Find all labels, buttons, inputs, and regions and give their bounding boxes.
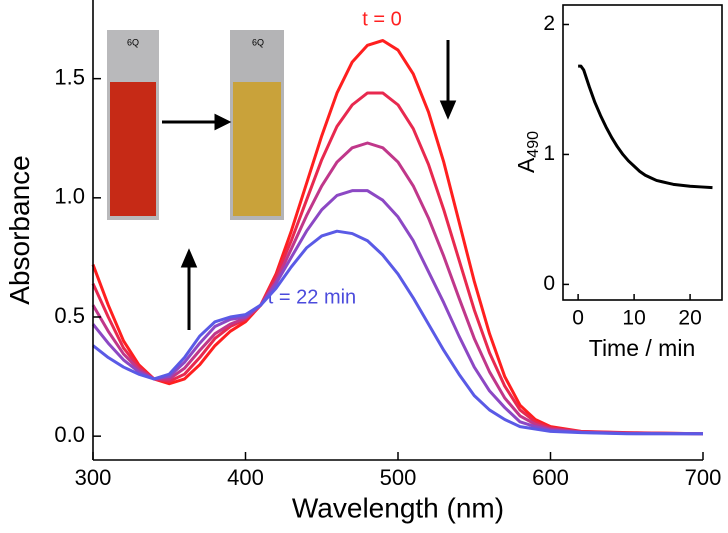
x-tick-label: 10 (622, 307, 645, 330)
x-tick-label: 20 (678, 307, 701, 330)
cuvette-label: 6Q (127, 37, 139, 47)
y-tick-label: 0.0 (54, 422, 85, 447)
x-axis-label: Wavelength (nm) (292, 492, 504, 523)
x-tick-label: 0 (572, 307, 584, 330)
y-axis-label-main: Absorbance (4, 155, 35, 304)
annotation: t = 0 (362, 8, 401, 30)
red-solution (110, 82, 156, 216)
y-axis-label: A490 (513, 131, 542, 173)
x-tick-label: 700 (685, 465, 722, 490)
y-tick-label: 1.0 (54, 184, 85, 209)
photo-before: 6Q (107, 30, 159, 220)
x-tick-label: 500 (380, 465, 417, 490)
plot-frame (562, 4, 723, 301)
yellow-solution (233, 82, 281, 216)
arrow-head (439, 100, 457, 120)
data-line (91, 39, 704, 436)
y-tick-label: 1.5 (54, 64, 85, 89)
x-tick-label: 400 (227, 465, 264, 490)
y-axis-label-sub: 490 (525, 131, 542, 158)
data-line (578, 64, 713, 190)
photo-after: 6Q (230, 30, 284, 220)
cuvette-label: 6Q (252, 37, 264, 47)
data-line (91, 91, 704, 436)
main-chart: 300 400 500 600 700 0.0 0.5 1.0 1.5 Wavelength (n… (4, 0, 721, 523)
data-line (92, 229, 703, 436)
x-axis-label: Time / min (589, 335, 696, 361)
annotation: t = 22 min (268, 286, 356, 308)
arrow-head (180, 248, 198, 268)
x-tick-label: 300 (75, 465, 112, 490)
arrow-head (214, 113, 232, 131)
x-tick-label: 600 (532, 465, 569, 490)
arrows (162, 40, 457, 330)
y-tick-label: 0 (543, 272, 555, 295)
y-axis-label-main: A (513, 157, 539, 173)
y-tick-label: 1 (543, 142, 555, 165)
data-line (91, 141, 704, 436)
inset-chart: 0 10 20 0 1 2 Time / min A490 (513, 4, 723, 361)
y-tick-label: 0.5 (54, 303, 85, 328)
y-axis-label: Absorbance (4, 155, 35, 304)
y-tick-label: 2 (543, 12, 555, 35)
data-line (91, 189, 704, 436)
